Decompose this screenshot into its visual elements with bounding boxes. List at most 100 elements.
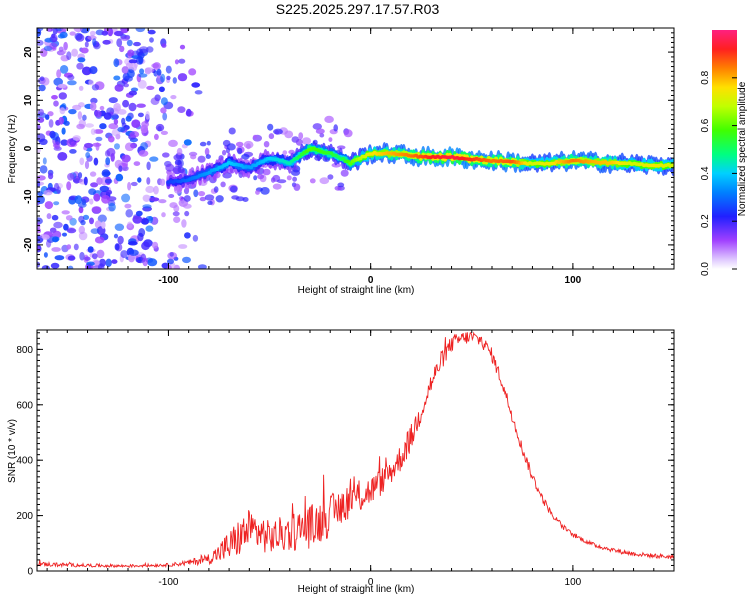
noise-blob [44,201,54,210]
noise-blob [66,244,72,250]
noise-blob [128,102,137,112]
noise-blob [141,241,150,251]
spectral-blob [246,143,251,150]
spectral-blob [272,183,282,190]
noise-blob [186,108,192,117]
noise-blob [90,97,98,104]
noise-blob [37,28,44,31]
noise-blob [57,152,68,161]
noise-blob [120,35,130,41]
noise-blob [37,39,44,46]
noise-blob [102,39,111,45]
noise-blob [59,31,68,39]
noise-blob [84,160,90,170]
spectral-blob [324,115,334,123]
spectral-blob [228,127,236,135]
noise-blob [144,119,149,124]
noise-blob [38,84,46,92]
noise-blob [158,86,165,93]
noise-blob [162,112,168,121]
colorbar-ticks: 0.0 0.2 0.4 0.6 0.8 [700,70,737,276]
noise-blob [41,265,50,269]
bottom-y-axis-title: SNR (10 * v/v) [7,419,18,483]
noise-blob [42,157,47,165]
noise-blob [160,73,166,83]
noise-blob [85,123,94,128]
noise-blob [121,159,129,167]
noise-blob [77,57,86,63]
noise-blob [114,84,124,92]
noise-blob [147,29,156,35]
spectral-blob [184,210,190,217]
noise-blob [51,247,61,252]
noise-blob [67,265,74,269]
noise-blob [53,201,60,206]
noise-blob [122,99,130,108]
noise-blob [93,193,101,202]
noise-blob [178,244,188,249]
spectral-blob [253,175,258,181]
noise-blob [66,51,72,61]
spectral-blob [222,149,227,156]
spectral-blob [220,181,226,188]
noise-blob [51,95,58,100]
noise-blob [58,46,64,52]
noise-blob [137,112,144,118]
top-y-tick-label: 10 [23,94,34,106]
noise-blob [140,218,150,225]
noise-blob [74,32,83,41]
bottom-x-tick-label: 100 [565,577,582,588]
noise-blob [93,129,104,134]
noise-blob [127,49,135,57]
noise-blob [121,122,127,128]
spectral-blob [197,191,206,197]
noise-blob [111,259,118,264]
noise-blob [154,133,159,140]
spectral-blob [215,195,224,203]
noise-blob [121,66,129,74]
noise-blob [108,97,118,104]
noise-blob [105,258,112,267]
ridge-segment [348,161,353,166]
noise-blob [138,228,146,237]
top-y-tick-label: -20 [23,237,34,252]
noise-blob [49,130,56,139]
noise-blob [178,58,186,64]
noise-blob [63,41,68,51]
noise-blob [160,107,167,114]
noise-blob [100,176,108,186]
noise-blob [43,252,48,258]
bottom-y-tick-label: 0 [27,567,33,578]
noise-blob [68,109,77,115]
noise-blob [104,178,113,184]
noise-blob [51,214,59,221]
noise-blob [123,83,129,88]
noise-blob [89,102,97,111]
spectral-blob [309,178,316,184]
noise-blob [94,236,105,244]
noise-blob [126,69,135,78]
spectral-blob [204,147,210,156]
snr-frame [36,329,675,572]
noise-blob [52,28,58,35]
top-x-tick-label: -100 [158,275,178,286]
spectral-blob [177,166,185,174]
spectral-blob [205,154,211,160]
noise-blob [115,133,121,140]
noise-blob [125,209,133,218]
noise-blob [166,265,172,269]
noise-blob [140,142,149,151]
spectral-blob [284,130,294,139]
noise-blob [165,65,172,74]
noise-blob [61,127,66,135]
noise-blob [114,243,120,251]
noise-blob [79,251,85,261]
spectral-blob [260,187,270,195]
spectral-blob [298,132,304,140]
noise-blob [142,194,151,202]
bottom-x-tick-label: 0 [368,577,374,588]
noise-blob [103,112,112,120]
noise-blob [135,28,146,33]
noise-blob [133,161,141,167]
